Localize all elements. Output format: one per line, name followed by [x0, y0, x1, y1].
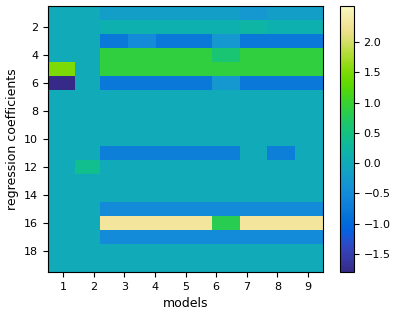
- Y-axis label: regression coefficients: regression coefficients: [6, 68, 18, 210]
- X-axis label: models: models: [163, 297, 208, 310]
